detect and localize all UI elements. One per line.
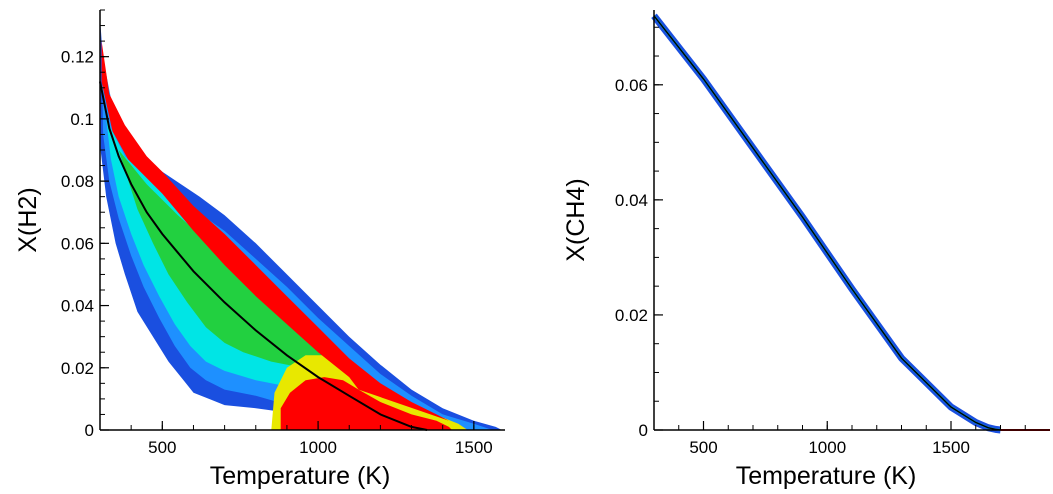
ch4-y-tick-label: 0 <box>639 421 648 440</box>
h2-panel: 0 0.02 0.04 0.06 0.08 0.1 0.12 500 1000 1500 Temp… <box>14 9 505 490</box>
ch4-scatter-band <box>651 13 1001 434</box>
ch4-y-tick-label: 0.02 <box>615 306 648 325</box>
h2-density-green <box>118 150 428 415</box>
h2-y-tick-label: 0.02 <box>61 359 94 378</box>
ch4-x-tick-label: 1500 <box>932 438 970 457</box>
h2-y-tick-label: 0.04 <box>61 297 94 316</box>
ch4-y-axis-label: X(CH4) <box>562 178 590 261</box>
h2-x-axis-label: Temperature (K) <box>210 462 391 490</box>
ch4-mean-line <box>653 15 1001 431</box>
ch4-x-tick-label: 1000 <box>808 438 846 457</box>
h2-y-axis-label: X(H2) <box>14 187 42 252</box>
h2-density-red-floor <box>280 377 452 430</box>
ch4-axes: 0 0.02 0.04 0.06 500 1000 1500 <box>615 10 1050 457</box>
ch4-x-axis-label: Temperature (K) <box>736 462 917 490</box>
h2-density-plot <box>100 25 502 431</box>
h2-x-tick-label: 1000 <box>299 438 337 457</box>
h2-y-tick-label: 0.06 <box>61 234 94 253</box>
h2-density-cyan <box>106 118 443 421</box>
h2-axes: 0 0.02 0.04 0.06 0.08 0.1 0.12 500 1000 1500 <box>61 9 505 457</box>
h2-x-tick-label: 1500 <box>455 438 493 457</box>
h2-y-tick-label: 0.1 <box>70 110 94 129</box>
ch4-y-tick-label: 0.06 <box>615 76 648 95</box>
h2-y-tick-label: 0.08 <box>61 172 94 191</box>
ch4-x-tick-label: 500 <box>689 438 717 457</box>
ch4-y-tick-label: 0.04 <box>615 191 648 210</box>
h2-y-tick-label: 0.12 <box>61 48 94 67</box>
h2-mean-line <box>99 81 428 431</box>
h2-y-tick-label: 0 <box>85 421 94 440</box>
h2-x-tick-label: 500 <box>148 438 176 457</box>
ch4-panel: 0 0.02 0.04 0.06 500 1000 1500 Temperature (K)… <box>562 10 1050 490</box>
